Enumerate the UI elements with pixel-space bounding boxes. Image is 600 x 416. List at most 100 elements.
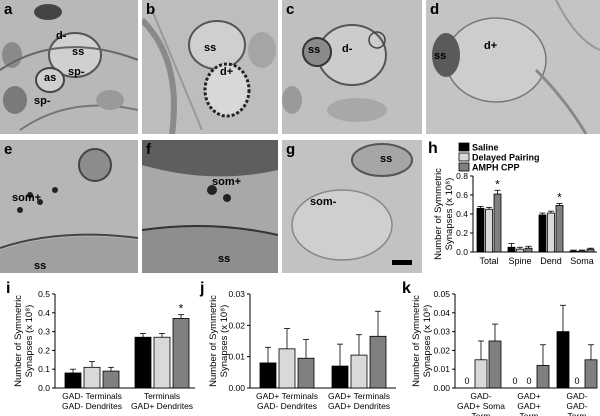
zero-value-label: 0: [526, 376, 531, 386]
label-d-plus: d+: [220, 66, 234, 78]
bar: [474, 359, 488, 389]
chart-j: Number of Symmetric Synapses (x 10⁸) 0.00 0…: [208, 289, 396, 411]
chart-i: Number of Symmetric Synapses (x 10⁸)0.0 0.…: [13, 289, 195, 411]
micrograph-e-image: [0, 140, 138, 273]
x-tick-label: Dend: [540, 256, 562, 266]
x-tick-label: GAD+: [517, 391, 540, 401]
micrograph-d-image: [426, 0, 600, 134]
bar: [524, 247, 533, 253]
zero-value-label: 0: [574, 376, 579, 386]
x-tick-label: GAD-: [566, 391, 587, 401]
y-axis-label: Number of Symmetric: [208, 295, 219, 387]
y-tick-label: 0.8: [456, 171, 468, 181]
chart-h: Number of Symmetric Synapses (x 10⁸)0.0 0.…: [433, 142, 597, 266]
bar: [259, 362, 277, 389]
y-axis-label-units: Synapses (x 10⁸): [24, 305, 35, 378]
bar: [350, 354, 368, 389]
x-tick-label: Terminals: [144, 391, 180, 401]
bar: [538, 214, 547, 253]
micrograph-c: c ss d-: [282, 0, 422, 134]
y-tick-label: 0.4: [456, 209, 468, 219]
y-axis-label-units: Synapses (x 10⁸): [444, 178, 455, 251]
x-tick-label: Term: [520, 411, 539, 416]
y-tick-label: 0.03: [228, 289, 245, 299]
micrograph-a: a d- ss as sp- sp-: [0, 0, 138, 134]
bar: [488, 340, 502, 389]
micrograph-g: g ss som-: [282, 140, 422, 273]
x-tick-label: GAD+ Dendrites: [328, 401, 390, 411]
bar: [134, 336, 152, 389]
x-tick-label: GAD+ Dendrites: [131, 401, 193, 411]
y-tick-label: 0.02: [433, 345, 450, 355]
bar: [485, 208, 493, 253]
y-tick-label: 0.03: [433, 327, 450, 337]
bar: [586, 248, 595, 253]
micrograph-c-image: [282, 0, 422, 134]
bar: [584, 359, 598, 389]
bar: [547, 212, 555, 253]
bar: [278, 348, 296, 389]
y-tick-label: 0.0: [456, 247, 468, 257]
panel-letter-j: j: [200, 280, 205, 297]
y-tick-label: 0.0: [38, 383, 50, 393]
x-tick-label: GAD+ Terminals: [328, 391, 390, 401]
label-d-minus: d-: [342, 43, 353, 55]
legend-swatch-delayed: [458, 152, 470, 162]
legend-swatch-saline: [458, 142, 470, 152]
y-tick-label: 0.1: [38, 364, 50, 374]
y-axis-label-units: Synapses (x 10⁸): [219, 305, 230, 378]
bar: [172, 318, 190, 389]
x-tick-label: GAD+ Soma: [457, 401, 505, 411]
bar: [369, 335, 387, 389]
micrograph-b-image: [142, 0, 278, 134]
bar: [476, 207, 485, 253]
bar: [102, 370, 120, 389]
micrograph-b: b ss d+: [142, 0, 278, 134]
y-tick-label: 0.5: [38, 289, 50, 299]
legend-label-delayed: Delayed Pairing: [472, 153, 540, 163]
bar: [555, 205, 564, 253]
bar: [64, 372, 82, 389]
label-ss: ss: [34, 260, 47, 272]
bar: [493, 193, 502, 253]
x-tick-label: Term: [568, 411, 587, 416]
label-som-minus: som-: [310, 196, 337, 208]
significance-star: *: [179, 302, 184, 316]
y-tick-label: 0.05: [433, 289, 450, 299]
label-ss: ss: [380, 153, 393, 165]
label-sp-minus-2: sp-: [34, 95, 51, 107]
x-tick-label: GAD- Terminals: [62, 391, 122, 401]
legend-label-amph: AMPH CPP: [472, 163, 520, 173]
legend-label-saline: Saline: [472, 143, 499, 153]
bar: [578, 250, 586, 253]
zero-value-label: 0: [512, 376, 517, 386]
x-tick-label: GAD+ Terminals: [256, 391, 318, 401]
panel-letter-g: g: [286, 141, 296, 158]
micrograph-f-image: [142, 140, 278, 273]
bar: [153, 336, 171, 389]
y-tick-label: 0.01: [433, 364, 450, 374]
bar: [83, 366, 101, 389]
bar: [536, 365, 550, 389]
panel-letter-i: i: [6, 280, 11, 297]
micrograph-e: e som+ ss: [0, 140, 138, 273]
y-tick-label: 0.4: [38, 308, 50, 318]
bar: [297, 357, 315, 389]
x-tick-label: Spine: [508, 256, 531, 266]
legend-swatch-amph: [458, 162, 470, 172]
label-ss: ss: [434, 50, 447, 62]
y-tick-label: 0.2: [38, 345, 50, 355]
y-axis-label: Number of Symmetric: [411, 295, 422, 387]
label-som-plus: som+: [12, 192, 42, 204]
label-as: as: [44, 72, 57, 84]
panel-letter-d: d: [430, 1, 440, 18]
bar: [516, 248, 524, 253]
panel-letter-a: a: [4, 1, 13, 18]
y-axis-label: Number of Symmetric: [433, 168, 444, 260]
y-tick-label: 0.02: [228, 320, 245, 330]
bar: [507, 246, 516, 253]
x-tick-label: GAD- Dendrites: [257, 401, 317, 411]
label-d-minus: d-: [56, 30, 67, 42]
bar: [331, 365, 349, 389]
y-tick-label: 0.00: [228, 383, 245, 393]
